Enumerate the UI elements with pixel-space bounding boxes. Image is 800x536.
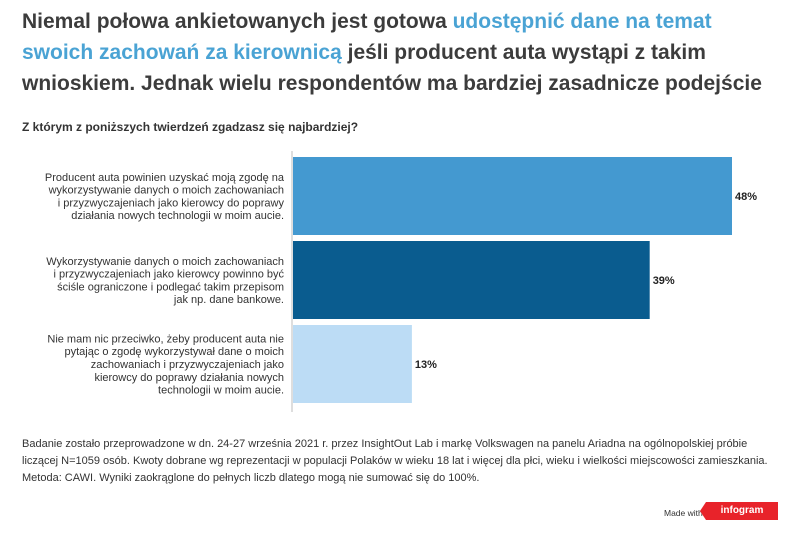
title-part-2: jeśli producent auta wystąpi z takim wni… <box>22 41 762 95</box>
category-label-3: Nie mam nic przeciwko, żeby producent au… <box>47 333 284 396</box>
bar-3 <box>293 325 412 403</box>
infogram-logo[interactable]: infogram <box>700 502 778 520</box>
bars <box>293 157 732 403</box>
category-label-line: zachowaniach i przyzwyczajeniach jako <box>91 359 284 371</box>
bar-chart: Producent auta powinien uzyskać moją zgo… <box>45 151 757 412</box>
category-label-line: jak np. dane bankowe. <box>173 294 284 306</box>
category-label-line: Wykorzystywanie danych o moich zachowani… <box>46 256 284 268</box>
category-label-line: kierowcy do poprawy działania nowych <box>94 372 284 384</box>
category-label-2: Wykorzystywanie danych o moich zachowani… <box>46 256 284 306</box>
category-label-line: działania nowych technologii w moim auci… <box>71 210 284 222</box>
category-label-1: Producent auta powinien uzyskać moją zgo… <box>45 172 285 222</box>
category-labels: Producent auta powinien uzyskać moją zgo… <box>45 172 285 397</box>
category-label-line: technologii w moim aucie. <box>158 385 284 397</box>
value-label-1: 48% <box>735 191 757 203</box>
methodology-note: Badanie zostało przeprowadzone w dn. 24-… <box>22 438 768 484</box>
category-label-line: i przyzwyczajeniach jako kierowcy powinn… <box>54 269 285 281</box>
category-label-line: wykorzystywanie danych o moich zachowani… <box>48 185 284 197</box>
chart-question: Z którym z poniższych twierdzeń zgadzasz… <box>22 120 359 134</box>
category-label-line: i przyzwyczajeniach jako kierowcy do pop… <box>58 197 285 209</box>
title-highlight: udostępnić dane na temat swoich zachowań… <box>22 10 712 64</box>
bar-2 <box>293 241 650 319</box>
title-part-1: Niemal połowa ankietowanych jest gotowa <box>22 10 453 33</box>
category-label-line: Producent auta powinien uzyskać moją zgo… <box>45 172 285 184</box>
chart-title: Niemal połowa ankietowanych jest gotowa … <box>22 6 782 99</box>
value-label-2: 39% <box>653 275 675 287</box>
value-label-3: 13% <box>415 359 437 371</box>
bar-1 <box>293 157 732 235</box>
made-with-text: Made with <box>664 508 703 518</box>
category-label-line: ściśle ograniczone i podlegać takim prze… <box>57 281 284 293</box>
value-labels: 48% 39% 13% <box>415 191 757 371</box>
category-label-line: pytając o zgodę wykorzystywał dane o moi… <box>65 346 285 358</box>
category-label-line: Nie mam nic przeciwko, żeby producent au… <box>47 333 284 345</box>
